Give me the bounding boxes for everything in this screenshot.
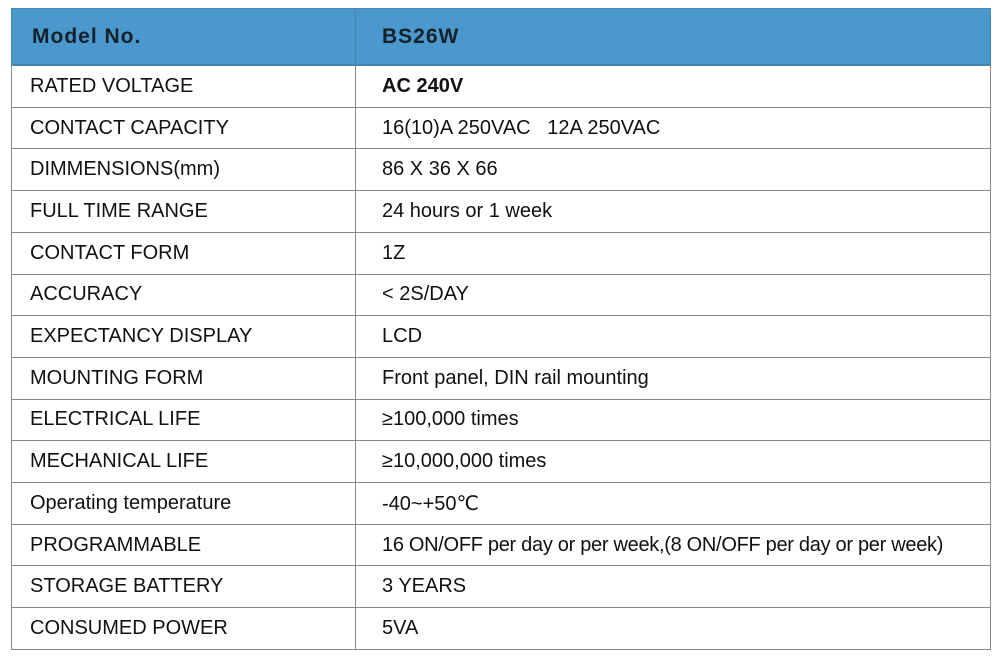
table-row: DIMMENSIONS(mm) 86 X 36 X 66: [11, 148, 991, 192]
table-row: EXPECTANCY DISPLAY LCD: [11, 315, 991, 358]
table-row: CONSUMED POWER 5VA: [11, 607, 991, 650]
row-label: STORAGE BATTERY: [11, 565, 356, 609]
row-label: FULL TIME RANGE: [11, 190, 356, 233]
row-value: LCD: [355, 315, 991, 358]
header-value: BS26W: [355, 8, 991, 66]
row-value: < 2S/DAY: [355, 273, 991, 317]
row-label: DIMMENSIONS(mm): [11, 148, 356, 192]
table-row: ELECTRICAL LIFE ≥100,000 times: [11, 398, 991, 442]
row-value: 16 ON/OFF per day or per week,(8 ON/OFF …: [355, 523, 991, 567]
table-row: CONTACT FORM 1Z: [11, 231, 991, 275]
row-label: CONSUMED POWER: [11, 607, 356, 650]
table-row: Operating temperature -40~+50℃: [11, 482, 991, 525]
row-label: CONTACT FORM: [11, 231, 356, 275]
table-row: CONTACT CAPACITY 16(10)A 250VAC 12A 250V…: [11, 106, 991, 150]
table-row: MOUNTING FORM Front panel, DIN rail moun…: [11, 356, 991, 400]
table-row: MECHANICAL LIFE ≥10,000,000 times: [11, 440, 991, 484]
row-value: -40~+50℃: [355, 482, 991, 525]
row-value: 86 X 36 X 66: [355, 148, 991, 192]
row-value: Front panel, DIN rail mounting: [355, 356, 991, 400]
row-value: AC 240V: [355, 64, 991, 108]
row-label: RATED VOLTAGE: [11, 64, 356, 108]
row-label: ACCURACY: [11, 273, 356, 317]
table-row: PROGRAMMABLE 16 ON/OFF per day or per we…: [11, 523, 991, 567]
table-row: FULL TIME RANGE 24 hours or 1 week: [11, 190, 991, 233]
row-label: MOUNTING FORM: [11, 356, 356, 400]
row-value: ≥100,000 times: [355, 398, 991, 442]
spec-table: Model No. BS26W RATED VOLTAGE AC 240V CO…: [11, 8, 991, 650]
row-label: CONTACT CAPACITY: [11, 106, 356, 150]
row-value: 5VA: [355, 607, 991, 650]
table-row: RATED VOLTAGE AC 240V: [11, 64, 991, 108]
row-label: Operating temperature: [11, 482, 356, 525]
row-value: ≥10,000,000 times: [355, 440, 991, 484]
row-label: PROGRAMMABLE: [11, 523, 356, 567]
row-value: 3 YEARS: [355, 565, 991, 609]
row-label: ELECTRICAL LIFE: [11, 398, 356, 442]
row-value: 24 hours or 1 week: [355, 190, 991, 233]
row-label: MECHANICAL LIFE: [11, 440, 356, 484]
row-label: EXPECTANCY DISPLAY: [11, 315, 356, 358]
header-row: Model No. BS26W: [11, 8, 991, 66]
table-row: STORAGE BATTERY 3 YEARS: [11, 565, 991, 609]
row-value: 16(10)A 250VAC 12A 250VAC: [355, 106, 991, 150]
table-row: ACCURACY < 2S/DAY: [11, 273, 991, 317]
header-label: Model No.: [11, 8, 356, 66]
row-value: 1Z: [355, 231, 991, 275]
